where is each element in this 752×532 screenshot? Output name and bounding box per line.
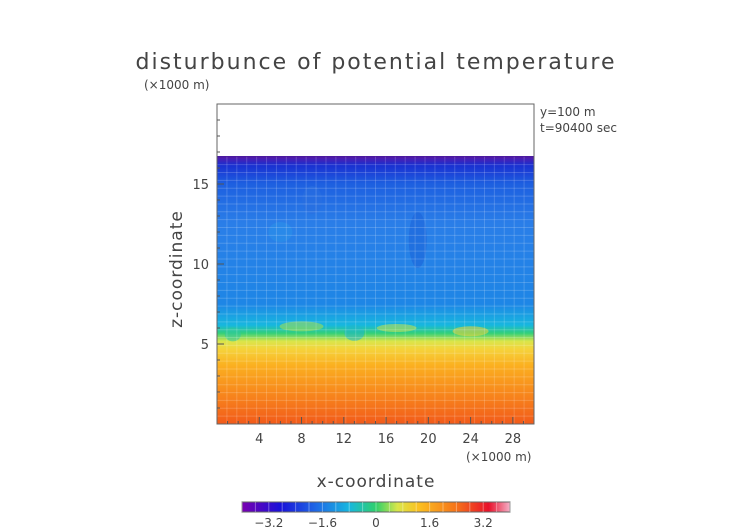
y-unit-label: (×1000 m) <box>144 78 209 92</box>
y-tick-label: 10 <box>192 258 209 273</box>
colorbar <box>241 501 511 513</box>
x-tick-label: 16 <box>378 432 395 447</box>
x-tick-label: 8 <box>297 432 305 447</box>
chart-title: disturbunce of potential temperature <box>136 50 617 75</box>
x-tick-label: 4 <box>255 432 263 447</box>
y-axis-label: z-coordinate <box>167 210 187 328</box>
colorbar-tick-label: 3.2 <box>474 516 493 530</box>
colorbar-tick-label: 0 <box>372 516 380 530</box>
feature-eddy-2 <box>279 321 324 332</box>
temperature-field <box>217 156 534 424</box>
feature-plume-2 <box>302 186 323 214</box>
x-tick-label: 20 <box>420 432 437 447</box>
x-tick-label: 24 <box>462 432 479 447</box>
annotation-t: t=90400 sec <box>540 121 617 135</box>
gridlines <box>217 156 534 424</box>
colorbar-tick-label: −1.6 <box>308 516 337 530</box>
annotation-y: y=100 m <box>540 105 596 119</box>
colorbar-tick-label: 1.6 <box>420 516 439 530</box>
x-ticks: 4 8 12 16 20 24 28 <box>227 417 524 447</box>
x-tick-label: 12 <box>336 432 353 447</box>
feature-plume-1 <box>408 212 427 268</box>
x-axis-label: x-coordinate <box>317 472 436 492</box>
feature-plume-3 <box>268 222 293 242</box>
y-tick-label: 5 <box>201 338 209 353</box>
colorbar-tick-label: −3.2 <box>254 516 283 530</box>
field-features <box>217 156 534 342</box>
feature-eddy-3 <box>344 324 365 341</box>
feature-eddy-1 <box>224 327 241 342</box>
colorbar-ticks: −3.2 −1.6 0 1.6 3.2 <box>241 502 511 530</box>
feature-eddy-5 <box>452 326 489 337</box>
x-unit-label: (×1000 m) <box>466 450 531 464</box>
plot-area <box>217 156 534 424</box>
y-tick-label: 15 <box>192 178 209 193</box>
y-ticks: 5 10 15 <box>192 119 224 409</box>
x-tick-label: 28 <box>505 432 522 447</box>
feature-eddy-4 <box>376 324 417 332</box>
